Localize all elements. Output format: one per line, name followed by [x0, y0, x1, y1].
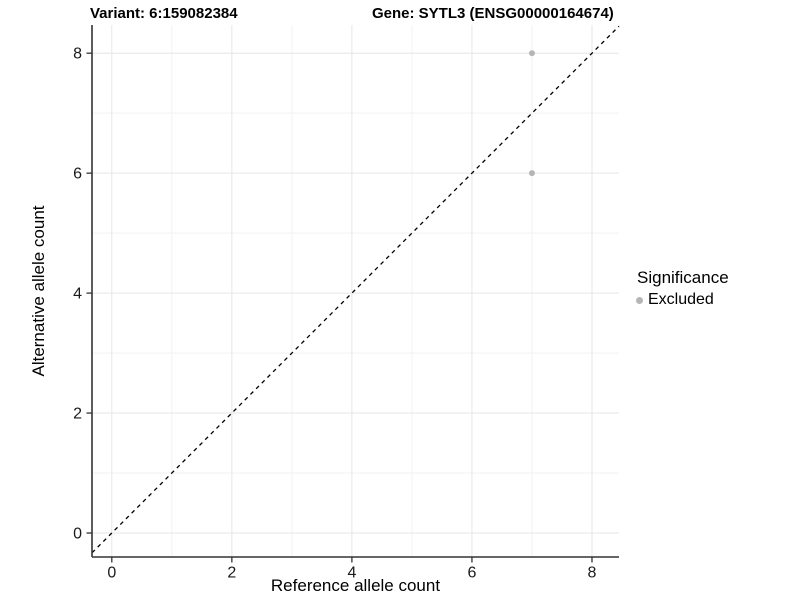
data-point: [528, 170, 535, 177]
legend-key-dot-icon: [636, 296, 643, 304]
y-axis-title: Alternative allele count: [29, 205, 48, 377]
x-tick-label: 0: [107, 565, 116, 582]
legend-entry-label: Excluded: [648, 291, 714, 308]
y-tick-label: 6: [73, 166, 82, 183]
legend-entry-excluded: Excluded: [630, 291, 729, 309]
y-tick-label: 4: [73, 286, 82, 303]
x-tick-label: 8: [588, 565, 597, 582]
y-tick-label: 0: [73, 526, 82, 543]
title-variant: Variant: 6:159082384: [90, 5, 238, 22]
y-tick-label: 2: [73, 406, 82, 423]
legend-title: Significance: [637, 268, 729, 287]
y-tick-label: 8: [73, 46, 82, 63]
data-point: [528, 50, 535, 57]
x-tick-label: 2: [227, 565, 236, 582]
x-tick-label: 6: [467, 565, 476, 582]
title-gene: Gene: SYTL3 (ENSG00000164674): [372, 5, 614, 22]
x-tick-label: 4: [347, 565, 356, 582]
identity-dashed-line: [91, 25, 620, 554]
legend: Significance Excluded: [630, 268, 729, 309]
x-axis-title: Reference allele count: [270, 576, 441, 595]
